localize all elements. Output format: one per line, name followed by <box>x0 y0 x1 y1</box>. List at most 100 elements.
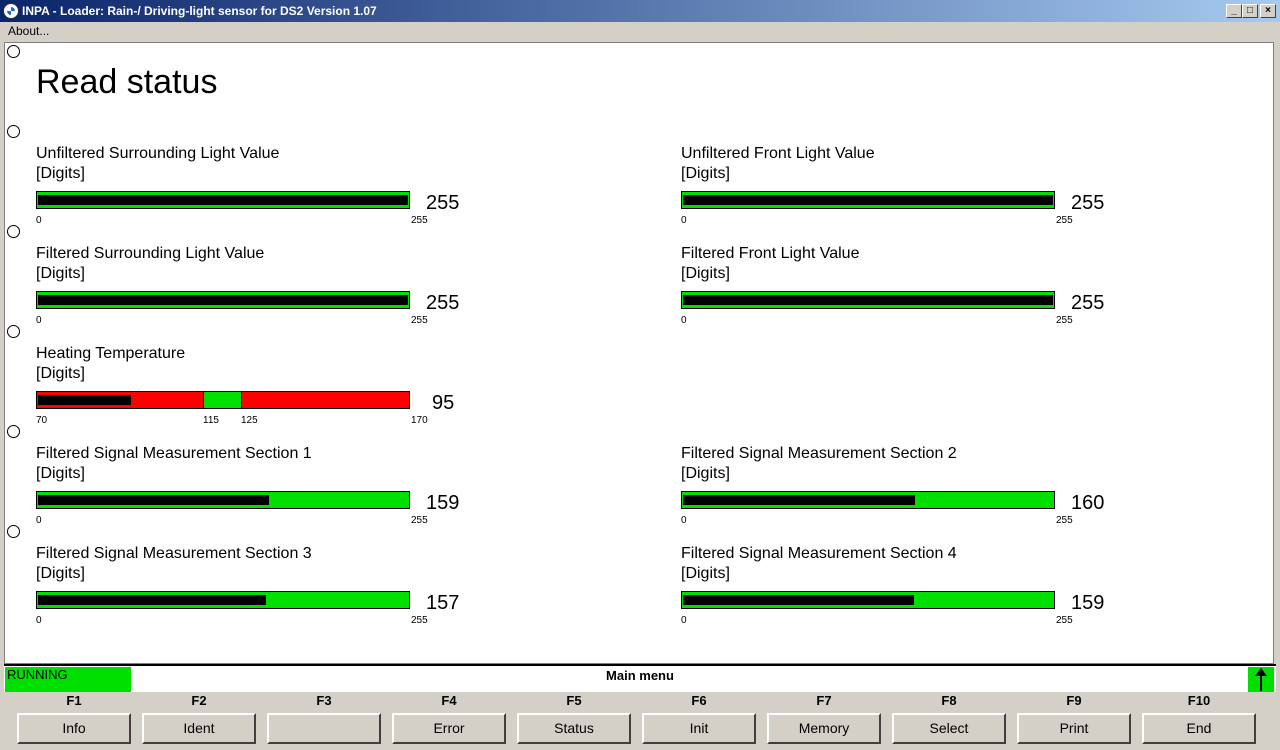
status-button[interactable]: Status <box>517 713 631 744</box>
gauge-fill <box>683 195 1053 205</box>
memory-button[interactable]: Memory <box>767 713 881 744</box>
gauge-bar <box>681 591 1055 609</box>
fkey-number: F5 <box>566 693 582 708</box>
gauge-min-label: 0 <box>36 515 42 526</box>
maximize-button[interactable]: □ <box>1242 4 1258 18</box>
menu-title: Main menu <box>606 668 674 683</box>
gauge-unit: [Digits] <box>681 165 730 182</box>
gauge-max-label: 255 <box>411 215 428 226</box>
temperature-bar <box>36 391 410 409</box>
gauge-min-label: 0 <box>681 515 687 526</box>
gauge-label: Unfiltered Surrounding Light Value <box>36 145 280 162</box>
up-arrow-stem <box>1260 673 1262 691</box>
gauge-max-label: 255 <box>1056 315 1073 326</box>
temperature-tick-max: 170 <box>411 415 428 426</box>
temperature-fill <box>38 395 131 405</box>
gauge-unit: [Digits] <box>36 265 85 282</box>
gauge-filtered-front-light: Filtered Front Light Value [Digits] 255 … <box>681 245 1121 326</box>
gauge-signal-section-1: Filtered Signal Measurement Section 1 [D… <box>36 445 476 526</box>
gauge-value: 255 <box>1071 292 1105 314</box>
init-button[interactable]: Init <box>642 713 756 744</box>
gauge-value: 159 <box>426 492 460 514</box>
f3-button[interactable] <box>267 713 381 744</box>
gauge-min-label: 0 <box>681 615 687 626</box>
info-button[interactable]: Info <box>17 713 131 744</box>
up-arrow-button[interactable] <box>1248 667 1274 692</box>
ident-button[interactable]: Ident <box>142 713 256 744</box>
gauge-fill <box>38 495 269 505</box>
gauge-label: Heating Temperature <box>36 345 186 362</box>
gauge-unit: [Digits] <box>36 465 85 482</box>
fkey-number: F8 <box>941 693 957 708</box>
gauge-bar <box>36 291 410 309</box>
bmw-logo-icon <box>3 3 19 19</box>
gauge-unit: [Digits] <box>36 565 85 582</box>
end-button[interactable]: End <box>1142 713 1256 744</box>
gauge-unfiltered-surrounding-light: Unfiltered Surrounding Light Value [Digi… <box>36 145 476 226</box>
fkey-number: F4 <box>441 693 457 708</box>
gauge-max-label: 255 <box>411 515 428 526</box>
gauge-signal-section-3: Filtered Signal Measurement Section 3 [D… <box>36 545 476 626</box>
gauge-signal-section-4: Filtered Signal Measurement Section 4 [D… <box>681 545 1121 626</box>
fkey-number: F1 <box>66 693 82 708</box>
gauge-min-label: 0 <box>681 315 687 326</box>
fkey-number: F6 <box>691 693 707 708</box>
gauge-value: 95 <box>432 392 455 414</box>
gauge-bar <box>36 591 410 609</box>
gauge-value: 159 <box>1071 592 1105 614</box>
gauge-label: Filtered Signal Measurement Section 3 <box>36 545 312 562</box>
gauge-label: Filtered Surrounding Light Value <box>36 245 265 262</box>
gauge-min-label: 0 <box>681 215 687 226</box>
fkey-number: F7 <box>816 693 832 708</box>
gauge-value: 255 <box>426 192 460 214</box>
gauge-fill <box>38 195 408 205</box>
gauge-label: Filtered Signal Measurement Section 1 <box>36 445 312 462</box>
gauge-value: 157 <box>426 592 460 614</box>
gauge-filtered-surrounding-light: Filtered Surrounding Light Value [Digits… <box>36 245 476 326</box>
gauge-unit: [Digits] <box>681 465 730 482</box>
temperature-tick-ok-low: 115 <box>203 415 219 426</box>
radio-button[interactable] <box>7 525 20 538</box>
radio-button[interactable] <box>7 325 20 338</box>
fkey-number: F9 <box>1066 693 1082 708</box>
radio-button[interactable] <box>7 425 20 438</box>
gauge-min-label: 0 <box>36 215 42 226</box>
gauge-unit: [Digits] <box>681 565 730 582</box>
gauge-max-label: 255 <box>411 315 428 326</box>
menu-bar: About... <box>0 22 1280 40</box>
temperature-tick-min: 70 <box>36 415 48 426</box>
function-key-bar: F1 Info F2 Ident F3 F4 Error F5 Status F6 Ini… <box>0 692 1280 750</box>
gauge-unit: [Digits] <box>36 165 85 182</box>
running-indicator: RUNNING <box>5 667 131 692</box>
error-button[interactable]: Error <box>392 713 506 744</box>
close-button[interactable]: × <box>1260 4 1276 18</box>
menu-about[interactable]: About... <box>8 24 50 38</box>
gauge-max-label: 255 <box>1056 515 1073 526</box>
radio-button[interactable] <box>7 225 20 238</box>
select-button[interactable]: Select <box>892 713 1006 744</box>
up-arrow-icon <box>1255 668 1267 676</box>
minimize-button[interactable]: _ <box>1226 4 1242 18</box>
gauge-bar <box>36 491 410 509</box>
status-bar: RUNNING Main menu <box>4 664 1276 692</box>
gauge-fill <box>38 295 408 305</box>
fkey-number: F3 <box>316 693 332 708</box>
temperature-ok-zone <box>203 392 242 408</box>
print-button[interactable]: Print <box>1017 713 1131 744</box>
gauge-bar <box>681 191 1055 209</box>
gauge-label: Unfiltered Front Light Value <box>681 145 875 162</box>
gauge-fill <box>683 595 914 605</box>
page-title: Read status <box>36 63 218 101</box>
radio-button[interactable] <box>7 125 20 138</box>
gauge-fill <box>683 295 1053 305</box>
title-bar: INPA - Loader: Rain-/ Driving-light sens… <box>0 0 1280 22</box>
gauge-bar <box>36 191 410 209</box>
gauge-fill <box>38 595 266 605</box>
gauge-max-label: 255 <box>411 615 428 626</box>
gauge-signal-section-2: Filtered Signal Measurement Section 2 [D… <box>681 445 1121 526</box>
radio-button[interactable] <box>7 45 20 58</box>
gauge-label: Filtered Signal Measurement Section 4 <box>681 545 957 562</box>
temperature-tick-ok-high: 125 <box>241 415 258 426</box>
fkey-number: F10 <box>1187 693 1211 708</box>
status-panel: Read status Unfiltered Surrounding Light… <box>4 42 1274 664</box>
